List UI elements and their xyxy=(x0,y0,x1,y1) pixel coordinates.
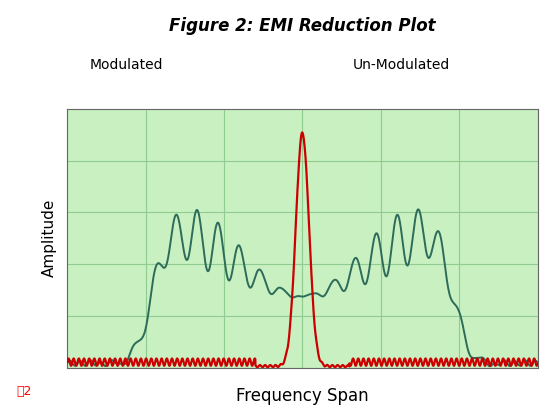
Text: Modulated: Modulated xyxy=(90,58,163,72)
Text: 图2: 图2 xyxy=(17,385,32,398)
Text: Figure 2: EMI Reduction Plot: Figure 2: EMI Reduction Plot xyxy=(169,17,436,35)
Text: Un-Modulated: Un-Modulated xyxy=(353,58,450,72)
Text: Frequency Span: Frequency Span xyxy=(236,387,368,405)
Y-axis label: Amplitude: Amplitude xyxy=(42,199,57,278)
